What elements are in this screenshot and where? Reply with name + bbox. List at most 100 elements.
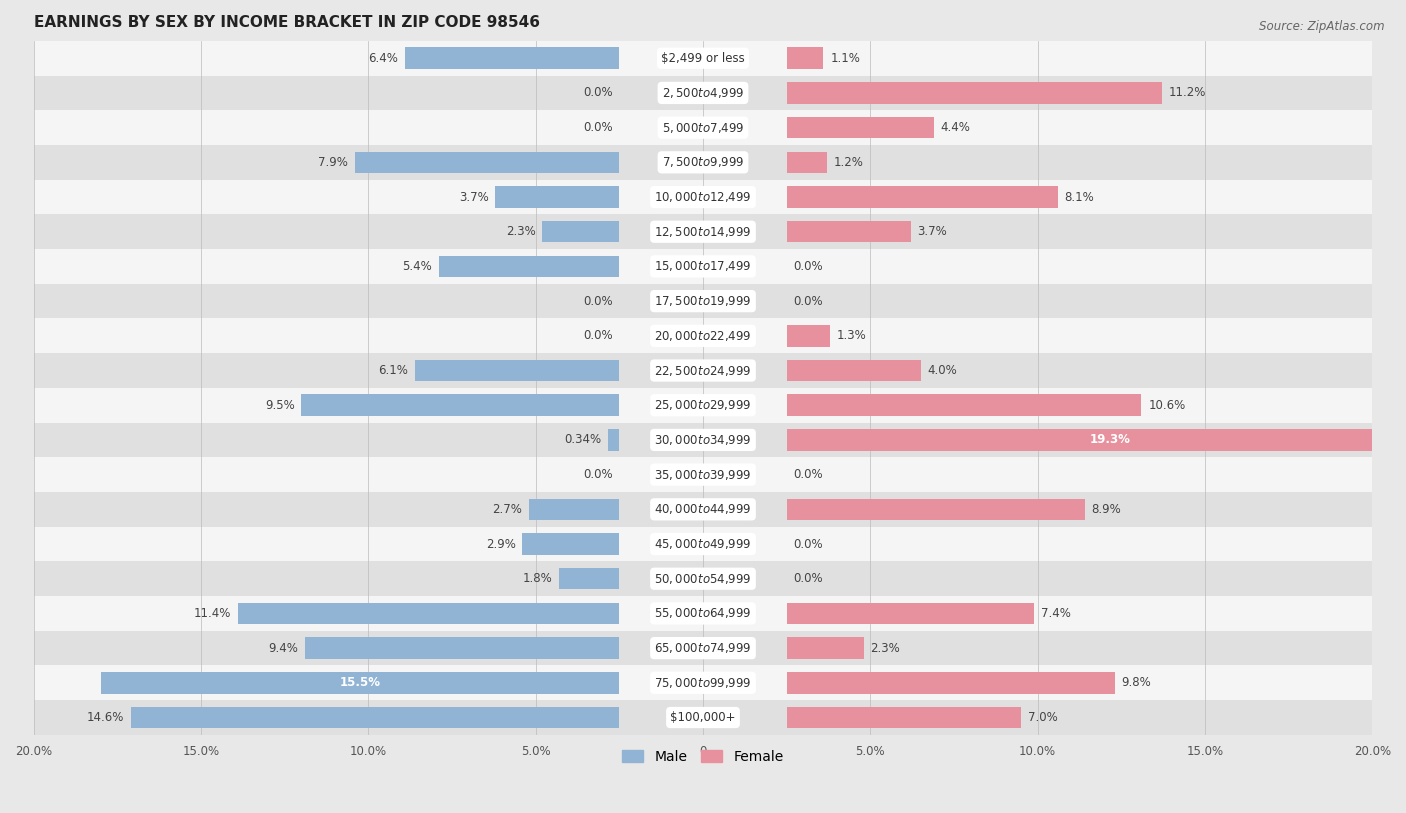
Text: 10.6%: 10.6% xyxy=(1149,398,1185,411)
Bar xyxy=(100,672,619,693)
Text: 4.0%: 4.0% xyxy=(928,364,957,377)
Bar xyxy=(787,325,830,346)
Text: 3.7%: 3.7% xyxy=(458,190,489,203)
Text: 2.3%: 2.3% xyxy=(870,641,900,654)
Text: EARNINGS BY SEX BY INCOME BRACKET IN ZIP CODE 98546: EARNINGS BY SEX BY INCOME BRACKET IN ZIP… xyxy=(34,15,540,30)
Text: $25,000 to $29,999: $25,000 to $29,999 xyxy=(654,398,752,412)
Bar xyxy=(34,111,1372,145)
Bar xyxy=(787,602,1035,624)
Bar xyxy=(34,353,1372,388)
Bar xyxy=(354,151,619,173)
Text: $45,000 to $49,999: $45,000 to $49,999 xyxy=(654,537,752,551)
Text: $35,000 to $39,999: $35,000 to $39,999 xyxy=(654,467,752,481)
Bar xyxy=(495,186,619,208)
Text: 19.3%: 19.3% xyxy=(1090,433,1130,446)
Bar xyxy=(34,666,1372,700)
Text: 8.9%: 8.9% xyxy=(1091,502,1121,515)
Text: 15.5%: 15.5% xyxy=(339,676,381,689)
Text: $20,000 to $22,499: $20,000 to $22,499 xyxy=(654,328,752,343)
Bar xyxy=(34,215,1372,249)
Bar xyxy=(522,533,619,554)
Bar xyxy=(787,221,911,242)
Bar xyxy=(34,527,1372,561)
Bar xyxy=(787,360,921,381)
Bar xyxy=(415,360,619,381)
Text: 2.3%: 2.3% xyxy=(506,225,536,238)
Bar xyxy=(787,498,1084,520)
Text: $50,000 to $54,999: $50,000 to $54,999 xyxy=(654,572,752,585)
Bar xyxy=(34,319,1372,353)
Text: $2,500 to $4,999: $2,500 to $4,999 xyxy=(662,86,744,100)
Text: $10,000 to $12,499: $10,000 to $12,499 xyxy=(654,190,752,204)
Text: 0.0%: 0.0% xyxy=(583,121,613,134)
Text: 5.4%: 5.4% xyxy=(402,260,432,273)
Text: 7.4%: 7.4% xyxy=(1040,607,1071,620)
Text: 0.0%: 0.0% xyxy=(583,468,613,481)
Text: $12,500 to $14,999: $12,500 to $14,999 xyxy=(654,224,752,239)
Bar xyxy=(787,82,1161,104)
Text: 14.6%: 14.6% xyxy=(87,711,124,724)
Text: 0.0%: 0.0% xyxy=(583,294,613,307)
Text: 11.2%: 11.2% xyxy=(1168,86,1205,99)
Text: 9.5%: 9.5% xyxy=(264,398,295,411)
Bar xyxy=(787,429,1406,450)
Text: 1.3%: 1.3% xyxy=(837,329,866,342)
Bar xyxy=(529,498,619,520)
Bar xyxy=(34,388,1372,423)
Bar xyxy=(301,394,619,416)
Text: Source: ZipAtlas.com: Source: ZipAtlas.com xyxy=(1260,20,1385,33)
Text: 11.4%: 11.4% xyxy=(194,607,231,620)
Bar xyxy=(34,41,1372,76)
Text: 0.0%: 0.0% xyxy=(793,537,823,550)
Bar xyxy=(305,637,619,659)
Text: $65,000 to $74,999: $65,000 to $74,999 xyxy=(654,641,752,655)
Text: 0.0%: 0.0% xyxy=(793,572,823,585)
Bar xyxy=(34,423,1372,457)
Text: 9.4%: 9.4% xyxy=(269,641,298,654)
Bar xyxy=(34,249,1372,284)
Text: 2.9%: 2.9% xyxy=(485,537,516,550)
Text: $7,500 to $9,999: $7,500 to $9,999 xyxy=(662,155,744,169)
Text: 1.8%: 1.8% xyxy=(523,572,553,585)
Bar xyxy=(439,255,619,277)
Bar xyxy=(607,429,619,450)
Text: 0.0%: 0.0% xyxy=(793,294,823,307)
Bar xyxy=(238,602,619,624)
Bar xyxy=(34,700,1372,735)
Text: 3.7%: 3.7% xyxy=(917,225,948,238)
Bar xyxy=(34,596,1372,631)
Bar xyxy=(34,492,1372,527)
Text: 0.0%: 0.0% xyxy=(583,86,613,99)
Bar xyxy=(787,117,934,138)
Text: $22,500 to $24,999: $22,500 to $24,999 xyxy=(654,363,752,377)
Bar xyxy=(34,76,1372,111)
Bar xyxy=(34,284,1372,319)
Text: 0.0%: 0.0% xyxy=(793,468,823,481)
Bar xyxy=(787,706,1021,728)
Bar xyxy=(34,631,1372,666)
Text: $30,000 to $34,999: $30,000 to $34,999 xyxy=(654,433,752,447)
Text: 2.7%: 2.7% xyxy=(492,502,522,515)
Bar xyxy=(787,394,1142,416)
Text: 7.9%: 7.9% xyxy=(318,156,349,169)
Bar xyxy=(560,568,619,589)
Text: 4.4%: 4.4% xyxy=(941,121,970,134)
Text: 7.0%: 7.0% xyxy=(1028,711,1057,724)
Bar xyxy=(34,457,1372,492)
Bar xyxy=(787,47,824,69)
Bar xyxy=(787,186,1057,208)
Text: 6.4%: 6.4% xyxy=(368,52,398,65)
Text: $75,000 to $99,999: $75,000 to $99,999 xyxy=(654,676,752,689)
Bar xyxy=(34,145,1372,180)
Text: 0.0%: 0.0% xyxy=(793,260,823,273)
Bar xyxy=(34,180,1372,215)
Bar xyxy=(787,637,863,659)
Text: $40,000 to $44,999: $40,000 to $44,999 xyxy=(654,502,752,516)
Text: $17,500 to $19,999: $17,500 to $19,999 xyxy=(654,294,752,308)
Text: 9.8%: 9.8% xyxy=(1122,676,1152,689)
Bar xyxy=(405,47,619,69)
Text: $2,499 or less: $2,499 or less xyxy=(661,52,745,65)
Text: 8.1%: 8.1% xyxy=(1064,190,1094,203)
Bar xyxy=(787,151,827,173)
Text: 6.1%: 6.1% xyxy=(378,364,409,377)
